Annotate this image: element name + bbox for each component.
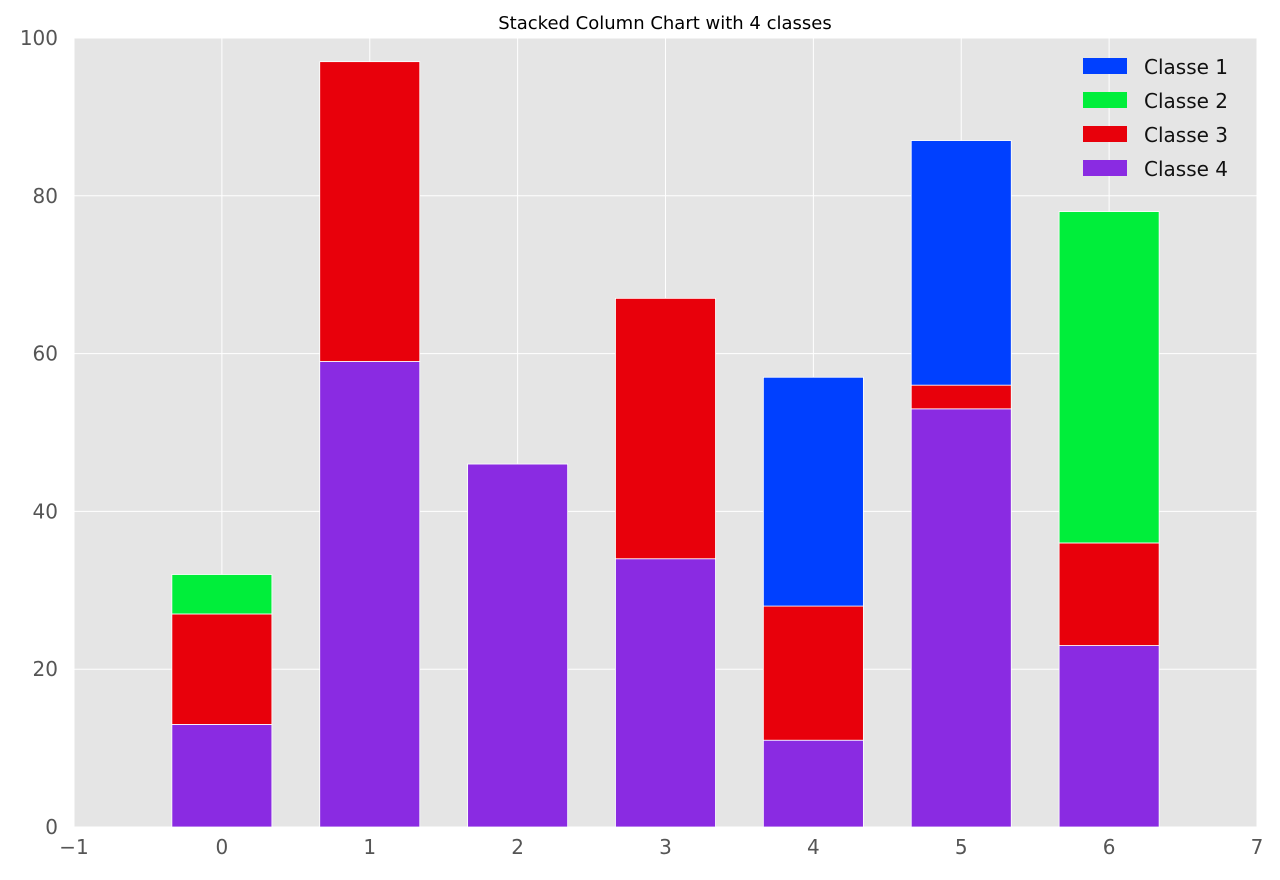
legend-swatch-classe-4 <box>1083 160 1127 176</box>
bar-segment-classe-4-cat-0 <box>171 724 273 828</box>
bar-segment-classe-2-cat-6 <box>1058 211 1160 544</box>
legend-swatch-classe-3 <box>1083 126 1127 142</box>
bar-segment-classe-4-cat-5 <box>910 408 1012 828</box>
legend-label-classe-3: Classe 3 <box>1144 123 1228 147</box>
chart-title: Stacked Column Chart with 4 classes <box>498 13 831 34</box>
legend-label-classe-1: Classe 1 <box>1144 55 1228 79</box>
x-tick-label: 0 <box>216 835 229 859</box>
y-tick-label: 60 <box>33 342 58 366</box>
bar-segment-classe-3-cat-6 <box>1058 542 1160 646</box>
bar-segment-classe-3-cat-5 <box>910 384 1012 410</box>
x-tick-label: 1 <box>363 835 376 859</box>
x-tick-label: 2 <box>511 835 524 859</box>
legend-swatch-classe-2 <box>1083 92 1127 108</box>
bar-segment-classe-3-cat-1 <box>319 61 421 362</box>
bar-segment-classe-1-cat-4 <box>762 376 864 607</box>
y-tick-label: 40 <box>33 499 58 523</box>
y-tick-label: 80 <box>33 184 58 208</box>
x-tick-label: 3 <box>659 835 672 859</box>
legend-swatch-classe-1 <box>1083 58 1127 74</box>
x-tick-label: 4 <box>807 835 820 859</box>
bar-segment-classe-4-cat-3 <box>615 558 716 828</box>
bar-segment-classe-3-cat-4 <box>762 605 864 741</box>
legend-label-classe-4: Classe 4 <box>1144 157 1228 181</box>
bar-segment-classe-3-cat-3 <box>615 297 716 560</box>
bar-segment-classe-2-cat-0 <box>171 574 273 615</box>
bar-segment-classe-4-cat-6 <box>1058 645 1160 828</box>
bar-segment-classe-3-cat-0 <box>171 613 273 725</box>
y-tick-label: 0 <box>45 815 58 839</box>
legend-label-classe-2: Classe 2 <box>1144 89 1228 113</box>
legend: Classe 1 Classe 2 Classe 3 Classe 4 <box>1083 55 1228 181</box>
bar-segment-classe-4-cat-1 <box>319 361 421 828</box>
bar-segment-classe-4-cat-4 <box>762 739 864 828</box>
y-tick-label: 20 <box>33 657 58 681</box>
y-tick-label: 100 <box>20 26 58 50</box>
x-tick-label: 6 <box>1103 835 1116 859</box>
x-tick-label: −1 <box>59 835 88 859</box>
x-tick-label: 7 <box>1251 835 1264 859</box>
x-tick-label: 5 <box>955 835 968 859</box>
bar-segment-classe-4-cat-2 <box>467 463 569 828</box>
bar-segment-classe-1-cat-5 <box>910 140 1012 386</box>
